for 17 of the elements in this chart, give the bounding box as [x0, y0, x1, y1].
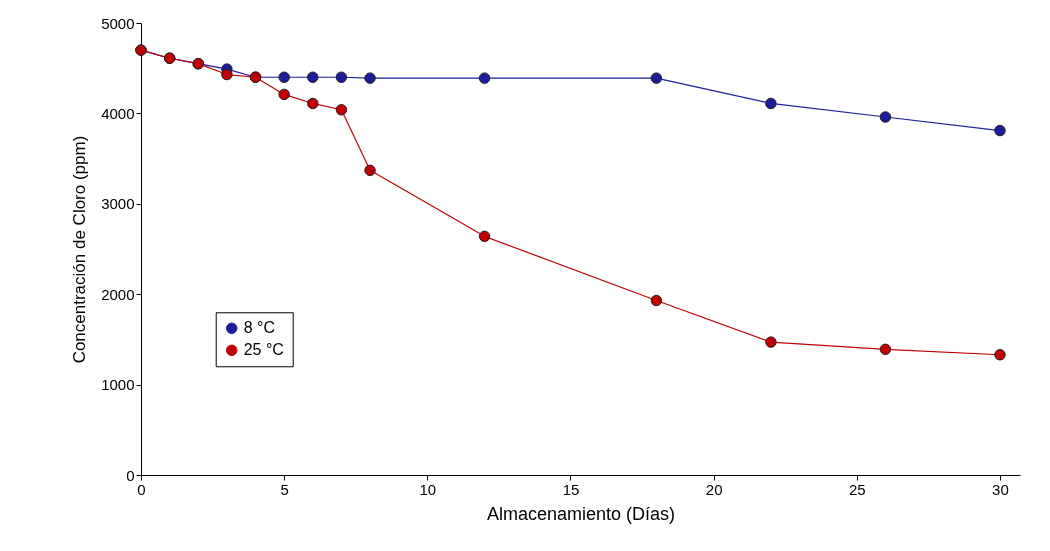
x-tick-label: 20 [705, 480, 723, 498]
x-tick-label: 0 [137, 480, 146, 498]
y-tick-label: 5000 [101, 14, 135, 32]
x-tick-label: 30 [992, 480, 1009, 498]
x-tick-label: 5 [280, 480, 289, 498]
x-axis-title: Almacenamiento (Días) [486, 503, 676, 524]
x-tick-label: 15 [562, 480, 580, 498]
legend-label: 8 °C [243, 319, 276, 337]
legend-label: 25 °C [243, 341, 284, 359]
y-tick-label: 0 [126, 466, 135, 484]
x-tick-label: 25 [848, 480, 866, 498]
y-tick-label: 1000 [101, 376, 135, 394]
x-tick-label: 10 [419, 480, 437, 498]
y-tick-label: 3000 [101, 195, 135, 213]
y-axis-title: Concentración de Cloro (ppm) [70, 135, 90, 364]
y-tick-label: 2000 [101, 285, 135, 303]
y-tick-label: 4000 [101, 104, 135, 122]
